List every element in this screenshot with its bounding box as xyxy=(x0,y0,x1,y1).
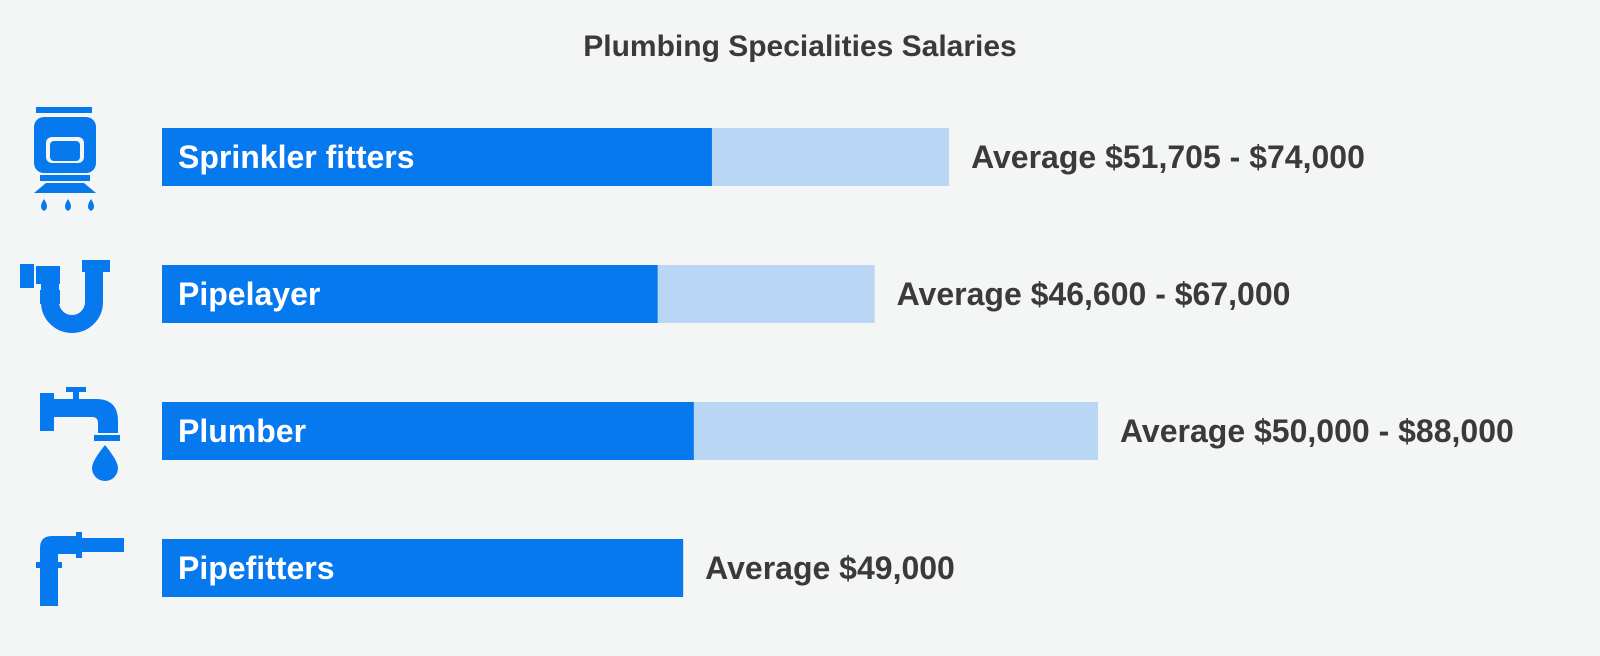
bar-row: Plumber Average $50,000 - $88,000 xyxy=(40,387,1514,481)
category-label: Plumber xyxy=(178,413,306,449)
sprinkler-icon xyxy=(34,107,96,211)
bar-min-salary xyxy=(162,539,684,597)
elbow-pipe-icon xyxy=(36,532,124,606)
value-label: Average $46,600 - $67,000 xyxy=(897,276,1291,312)
bar-min-salary xyxy=(162,265,658,323)
category-label: Pipefitters xyxy=(178,550,334,586)
bar-min-salary xyxy=(162,402,694,460)
chart-title: Plumbing Specialities Salaries xyxy=(583,30,1017,63)
bar-row: Pipefitters Average $49,000 xyxy=(36,532,955,606)
bar-row: Sprinkler fitters Average $51,705 - $74,0… xyxy=(34,107,1365,211)
bar-row: Pipelayer Average $46,600 - $67,000 xyxy=(20,260,1291,333)
category-label: Sprinkler fitters xyxy=(178,139,415,175)
p-trap-pipe-icon xyxy=(20,260,110,333)
category-label: Pipelayer xyxy=(178,276,320,312)
value-label: Average $50,000 - $88,000 xyxy=(1120,413,1514,449)
bar-min-salary xyxy=(162,128,712,186)
value-label: Average $49,000 xyxy=(705,550,955,586)
value-label: Average $51,705 - $74,000 xyxy=(971,139,1365,175)
faucet-icon xyxy=(40,387,120,481)
